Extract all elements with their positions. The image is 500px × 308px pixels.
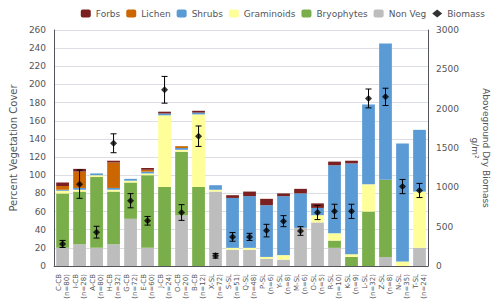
svg-text:(n=24): (n=24) — [165, 274, 173, 299]
svg-text:(n=8): (n=8) — [284, 274, 292, 294]
svg-text:(n=24): (n=24) — [420, 274, 428, 299]
svg-text:(n=35): (n=35) — [403, 274, 411, 299]
svg-text:40: 40 — [35, 225, 47, 235]
svg-text:(n=8): (n=8) — [386, 274, 394, 294]
svg-text:H-CB: H-CB — [106, 274, 114, 292]
svg-text:L-SL: L-SL — [361, 274, 369, 289]
svg-text:(n=6): (n=6) — [267, 274, 275, 294]
svg-text:(n=60): (n=60) — [148, 274, 156, 299]
svg-text:Aboveground Dry Biomass: Aboveground Dry Biomass — [481, 88, 491, 208]
svg-text:N-SL: N-SL — [395, 274, 403, 290]
svg-text:(n=12): (n=12) — [199, 274, 207, 299]
svg-text:(n=10): (n=10) — [335, 274, 343, 299]
svg-text:500: 500 — [436, 222, 453, 232]
svg-text:Graminoids: Graminoids — [244, 9, 296, 19]
svg-text:220: 220 — [29, 61, 46, 71]
svg-text:J-CB: J-CB — [157, 274, 165, 289]
svg-text:1500: 1500 — [436, 143, 459, 153]
svg-text:100: 100 — [29, 170, 46, 180]
svg-text:O-SL: O-SL — [310, 274, 318, 291]
svg-text:20: 20 — [35, 243, 47, 253]
svg-text:3000: 3000 — [436, 25, 459, 35]
svg-text:260: 260 — [29, 25, 46, 35]
svg-text:I-CB: I-CB — [72, 274, 80, 288]
svg-text:(n=28): (n=28) — [80, 274, 88, 299]
svg-text:(n=72): (n=72) — [216, 274, 224, 299]
svg-text:T-SL: T-SL — [412, 274, 420, 290]
svg-text:P-SL: P-SL — [259, 274, 267, 289]
svg-text:120: 120 — [29, 152, 46, 162]
svg-text:S-SL: S-SL — [225, 274, 233, 289]
svg-text:Y-SL: Y-SL — [276, 274, 284, 289]
svg-text:(n=9): (n=9) — [352, 274, 360, 294]
svg-text:60: 60 — [35, 207, 47, 217]
svg-text:1000: 1000 — [436, 182, 459, 192]
svg-text:Percent Vegetation Cover: Percent Vegetation Cover — [8, 84, 19, 212]
svg-text:Z-SL: Z-SL — [378, 274, 386, 290]
svg-text:Biomass: Biomass — [447, 9, 485, 19]
svg-text:O-CB: O-CB — [174, 274, 182, 292]
svg-text:140: 140 — [29, 134, 46, 144]
svg-text:R-SL: R-SL — [327, 274, 335, 290]
svg-text:0: 0 — [436, 261, 442, 271]
svg-text:A-CB: A-CB — [89, 274, 97, 291]
svg-text:Lichen: Lichen — [141, 9, 170, 19]
svg-text:(n=20): (n=20) — [182, 274, 190, 299]
svg-text:0: 0 — [40, 261, 46, 271]
svg-text:2500: 2500 — [436, 64, 459, 74]
svg-text:2000: 2000 — [436, 104, 459, 114]
svg-text:(n=80): (n=80) — [97, 274, 105, 299]
svg-text:B-CB: B-CB — [191, 274, 199, 291]
svg-text:(n=32): (n=32) — [114, 274, 122, 299]
svg-text:(n=48): (n=48) — [250, 274, 258, 299]
svg-text:(n=80): (n=80) — [63, 274, 71, 299]
svg-text:K-SL: K-SL — [344, 274, 352, 289]
svg-text:180: 180 — [29, 98, 46, 108]
svg-text:(n=72): (n=72) — [131, 274, 139, 299]
svg-text:160: 160 — [29, 116, 46, 126]
svg-text:G-CB: G-CB — [123, 274, 131, 292]
svg-text:C-CB: C-CB — [55, 274, 63, 291]
svg-text:Bryophytes: Bryophytes — [316, 9, 368, 19]
svg-text:E-CB: E-CB — [140, 274, 148, 291]
svg-text:Q-SL: Q-SL — [242, 274, 250, 291]
svg-text:240: 240 — [29, 43, 46, 53]
svg-text:X-SL: X-SL — [208, 274, 216, 289]
svg-text:200: 200 — [29, 79, 46, 89]
svg-text:Non Veg: Non Veg — [389, 9, 427, 19]
svg-text:(n=51): (n=51) — [233, 274, 241, 299]
svg-text:(n=6): (n=6) — [301, 274, 309, 294]
svg-text:Forbs: Forbs — [96, 9, 121, 19]
svg-text:(n=5): (n=5) — [318, 274, 326, 294]
svg-text:g/m²: g/m² — [470, 137, 480, 159]
svg-text:(n=32): (n=32) — [369, 274, 377, 299]
svg-text:80: 80 — [35, 188, 47, 198]
svg-text:M-SL: M-SL — [293, 274, 301, 291]
svg-text:Shrubs: Shrubs — [192, 9, 224, 19]
